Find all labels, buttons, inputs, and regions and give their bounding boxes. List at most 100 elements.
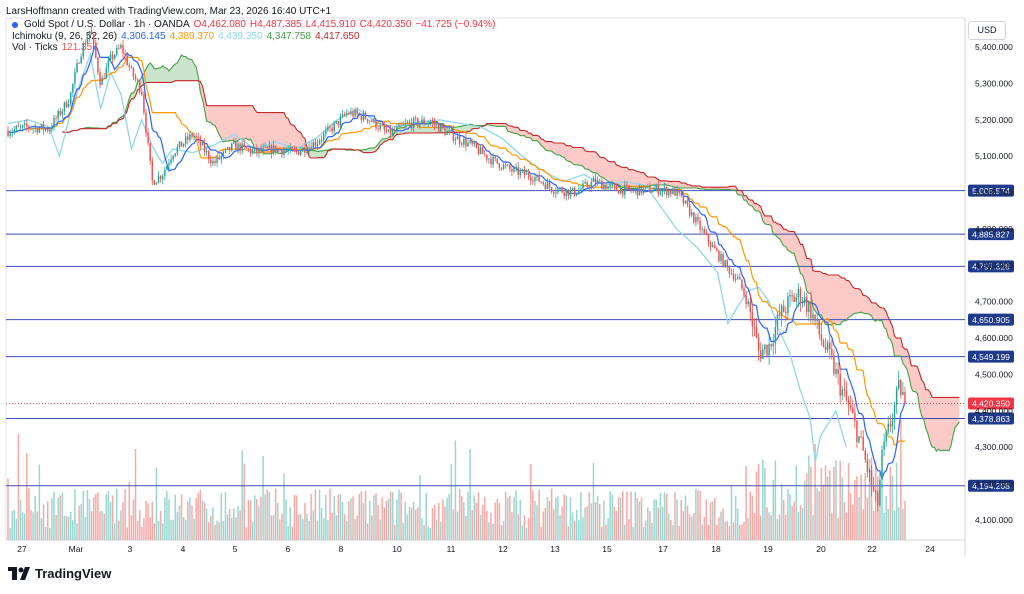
- volume-bar: [536, 505, 538, 540]
- candle-body: [243, 143, 246, 147]
- level-price-tag: [968, 228, 1014, 241]
- candle-body: [883, 441, 885, 450]
- volume-bar: [488, 522, 490, 540]
- candle-body: [32, 128, 34, 130]
- level-price-tag: [968, 313, 1014, 326]
- volume-bar: [247, 499, 250, 540]
- candle-body: [640, 185, 643, 194]
- candle-body: [463, 138, 465, 145]
- volume-bar: [143, 518, 145, 540]
- candle-body: [833, 355, 835, 374]
- candle-body: [837, 368, 839, 374]
- candle-body: [404, 123, 407, 125]
- candle-body: [220, 155, 223, 160]
- candle-body: [364, 113, 367, 119]
- candle-body: [674, 188, 676, 196]
- volume-bar: [205, 509, 208, 540]
- volume-bar: [314, 489, 317, 540]
- volume-bar: [9, 527, 11, 540]
- candle-body: [337, 120, 340, 126]
- x-tick-label: 27: [17, 544, 27, 554]
- volume-bar: [118, 520, 120, 540]
- level-price-text: 4,650.905: [972, 315, 1010, 325]
- volume-bar: [843, 502, 846, 540]
- candle-body: [180, 141, 183, 147]
- candle-body: [283, 150, 285, 155]
- candle-body: [76, 62, 78, 73]
- candle-body: [325, 130, 327, 134]
- volume-bar: [498, 503, 501, 540]
- volume-bar: [95, 494, 97, 540]
- candle-body: [199, 137, 202, 146]
- volume-bar: [235, 517, 237, 540]
- legend-ichimoku-name[interactable]: Ichimoku (9, 26, 52, 26): [12, 30, 118, 42]
- volume-bar: [546, 496, 549, 540]
- volume-bar: [782, 500, 785, 540]
- candle-body: [444, 128, 446, 135]
- candle-body: [118, 47, 120, 49]
- volume-bar: [385, 500, 388, 540]
- volume-bar: [97, 492, 99, 540]
- volume-bar: [187, 501, 189, 540]
- currency-label[interactable]: USD: [968, 21, 1006, 40]
- candle-body: [49, 129, 51, 132]
- volume-bar: [345, 521, 348, 540]
- volume-bar: [113, 523, 116, 540]
- candle-body: [584, 182, 586, 184]
- candle-body: [262, 147, 264, 152]
- volume-bar: [63, 515, 66, 540]
- candle-body: [260, 148, 262, 152]
- volume-bar: [222, 521, 225, 540]
- volume-bar: [730, 485, 733, 540]
- candle-body: [812, 314, 814, 319]
- candle-body: [145, 112, 147, 133]
- volume-bar: [496, 498, 499, 540]
- volume-bar: [705, 499, 708, 540]
- legend-tenkan-value: 4,306.145: [121, 30, 166, 42]
- candle-body: [136, 79, 139, 81]
- candle-body: [874, 490, 877, 493]
- last-price-text: 4,420.350: [972, 399, 1010, 409]
- candle-body: [184, 136, 187, 144]
- candle-body: [191, 134, 193, 137]
- volume-bar: [199, 489, 202, 540]
- candle-body: [611, 184, 614, 186]
- candle-body: [448, 130, 450, 132]
- candle-body: [316, 143, 319, 146]
- volume-bar: [30, 510, 32, 540]
- candle-body: [552, 191, 555, 194]
- candle-body: [885, 431, 887, 442]
- legend-symbol[interactable]: Gold Spot / U.S. Dollar · 1h · OANDA: [24, 19, 190, 30]
- volume-bar: [270, 515, 273, 540]
- x-tick-label: 4: [181, 544, 186, 554]
- volume-bar: [676, 499, 678, 540]
- volume-bar: [253, 495, 256, 540]
- volume-bar: [362, 502, 365, 540]
- candle-body: [458, 136, 461, 144]
- legend-volume-name[interactable]: Vol · Ticks: [12, 42, 58, 53]
- volume-bar: [745, 466, 747, 540]
- volume-bar: [847, 463, 850, 540]
- candle-body: [297, 151, 300, 156]
- volume-bar: [849, 493, 852, 540]
- volume-bar: [13, 510, 16, 540]
- volume-bar: [343, 514, 346, 540]
- volume-bar: [590, 503, 593, 540]
- candle-body: [356, 110, 358, 115]
- candle-body: [626, 185, 628, 186]
- candle-body: [400, 124, 402, 126]
- legend-close: C4,420.350: [359, 19, 412, 30]
- level-price-text: 4,797.328: [972, 262, 1010, 272]
- candle-body: [115, 47, 118, 56]
- volume-bar: [682, 511, 685, 540]
- candle-body: [555, 192, 557, 194]
- volume-bar: [720, 511, 722, 540]
- candle-body: [573, 187, 576, 196]
- volume-bar: [421, 518, 423, 540]
- volume-bar: [287, 526, 289, 540]
- volume-bar: [230, 517, 233, 540]
- candle-body: [617, 190, 620, 194]
- volume-bar: [772, 479, 775, 540]
- volume-bar: [598, 503, 601, 540]
